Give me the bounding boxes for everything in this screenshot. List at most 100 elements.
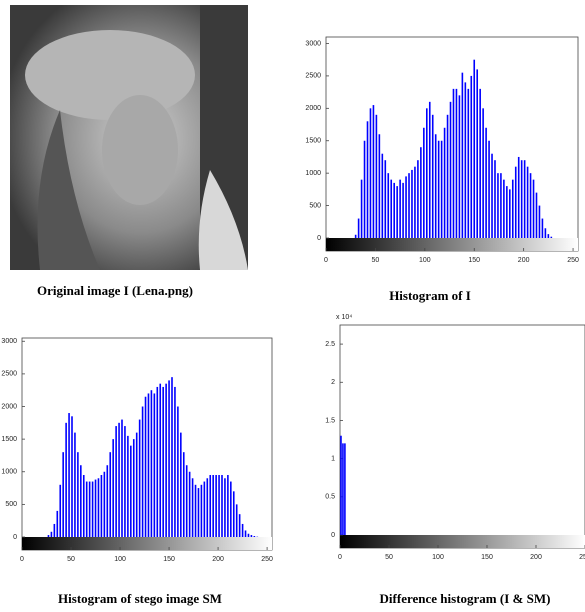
bar <box>224 478 226 537</box>
bar <box>447 115 449 238</box>
bar <box>376 115 378 238</box>
bar <box>80 465 82 537</box>
gray-scale-bar <box>340 535 585 548</box>
bar <box>444 128 446 238</box>
x-tick-label: 100 <box>419 257 431 264</box>
bar <box>124 426 126 537</box>
bar <box>59 485 61 537</box>
x-tick-label: 50 <box>372 257 380 264</box>
bar <box>106 465 108 537</box>
bar <box>417 160 419 238</box>
x-tick-label: 0 <box>324 257 328 264</box>
y-tick-label: 2.5 <box>325 341 335 348</box>
bar <box>151 390 153 537</box>
x-tick-label: 200 <box>212 556 224 563</box>
bar <box>71 416 73 537</box>
bar <box>245 530 247 537</box>
y-tick-label: 2000 <box>1 403 17 410</box>
bar <box>251 535 253 537</box>
bar <box>426 108 428 238</box>
bar <box>497 173 499 238</box>
bar <box>139 420 141 537</box>
bar <box>215 475 217 537</box>
y-scale-label: x 10⁴ <box>336 314 352 321</box>
bar <box>384 160 386 238</box>
x-tick-label: 0 <box>20 556 24 563</box>
bar <box>479 89 481 238</box>
bar <box>429 102 431 238</box>
bar <box>411 170 413 238</box>
bar <box>174 387 176 537</box>
y-tick-label: 1500 <box>1 436 17 443</box>
bar <box>344 443 346 535</box>
bar <box>396 186 398 238</box>
lena-image <box>10 5 248 270</box>
bar <box>148 393 150 537</box>
bar <box>367 121 369 238</box>
bar <box>393 183 395 238</box>
gray-scale-bar <box>22 537 272 550</box>
bar <box>402 183 404 238</box>
bar <box>92 482 94 537</box>
bar <box>189 472 191 537</box>
bar <box>462 73 464 238</box>
x-tick-label: 150 <box>163 556 175 563</box>
bar <box>435 134 437 238</box>
chart-caption: Histogram of stego image SM <box>58 591 222 606</box>
bar <box>74 433 76 537</box>
y-tick-label: 3000 <box>1 338 17 345</box>
bar <box>118 423 120 537</box>
bar <box>545 228 547 238</box>
bar <box>509 189 511 238</box>
bar <box>195 485 197 537</box>
bar <box>239 514 241 537</box>
bar <box>405 176 407 238</box>
chart-caption: Difference histogram (I & SM) <box>380 591 551 606</box>
bar <box>168 380 170 537</box>
x-tick-label: 250 <box>579 554 585 561</box>
bar <box>542 219 544 238</box>
x-tick-label: 0 <box>338 554 342 561</box>
bar <box>548 234 550 238</box>
bar <box>518 157 520 238</box>
bar <box>470 76 472 238</box>
bar <box>423 128 425 238</box>
bar <box>515 167 517 238</box>
page: {"image": {"caption": "Original image I … <box>0 0 585 612</box>
chart-caption: Histogram of I <box>389 288 471 303</box>
bar <box>142 407 144 537</box>
y-tick-label: 0 <box>13 534 17 541</box>
x-tick-label: 200 <box>530 554 542 561</box>
bar <box>198 488 200 537</box>
bar <box>248 534 250 537</box>
y-tick-label: 0 <box>331 532 335 539</box>
bar <box>414 167 416 238</box>
bar <box>539 206 541 238</box>
y-tick-label: 2500 <box>1 371 17 378</box>
bar <box>390 180 392 238</box>
bar <box>56 511 58 537</box>
bar <box>183 452 185 537</box>
bar <box>254 536 256 537</box>
bar <box>209 475 211 537</box>
bar <box>62 452 64 537</box>
bar <box>373 105 375 238</box>
x-tick-label: 50 <box>67 556 75 563</box>
bar <box>432 115 434 238</box>
bar <box>503 180 505 238</box>
bar <box>221 475 223 537</box>
bar <box>98 478 100 537</box>
bar <box>420 147 422 238</box>
bar <box>51 532 53 537</box>
bar <box>450 102 452 238</box>
bar <box>355 235 357 238</box>
figure: Original image I (Lena.png) 050010001500… <box>0 0 585 612</box>
bar <box>95 480 97 537</box>
y-tick-label: 1500 <box>305 138 321 145</box>
image-caption: Original image I (Lena.png) <box>37 283 193 298</box>
bar <box>358 219 360 238</box>
bar <box>456 89 458 238</box>
y-tick-label: 0.5 <box>325 494 335 501</box>
x-tick-label: 250 <box>261 556 273 563</box>
bar <box>476 69 478 238</box>
